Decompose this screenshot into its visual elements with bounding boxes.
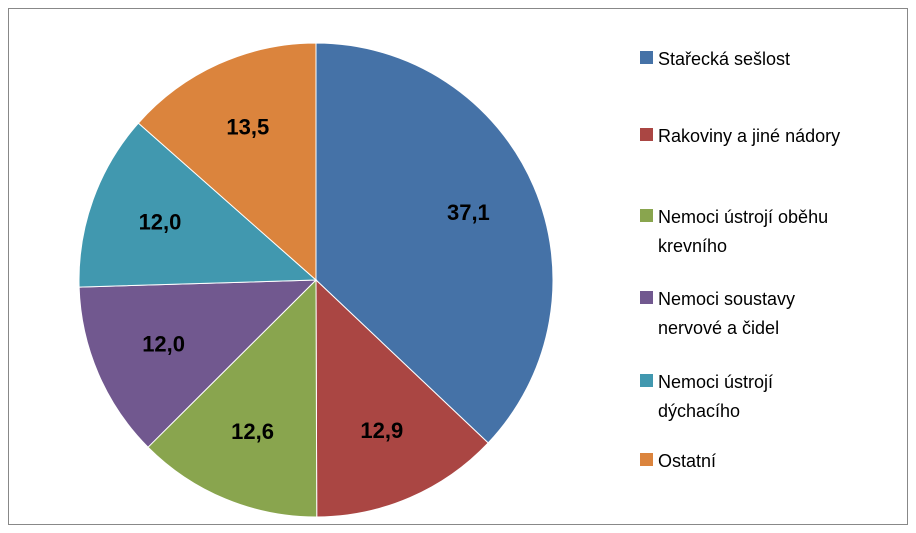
data-label: 12,9 xyxy=(360,418,403,443)
data-label: 37,1 xyxy=(447,200,490,225)
pie-slice xyxy=(78,279,318,448)
legend-item: Nemoci ústrojí dýchacího xyxy=(640,368,900,426)
data-label: 12,6 xyxy=(231,419,274,444)
data-label: 13,5 xyxy=(226,115,269,140)
legend-item: Stařecká sešlost xyxy=(640,45,900,74)
legend-item: Nemoci soustavy nervové a čidel xyxy=(640,285,900,343)
legend-label: Stařecká sešlost xyxy=(658,49,791,69)
pie-slice xyxy=(137,42,317,282)
frame xyxy=(8,8,908,525)
data-label: 12,0 xyxy=(142,331,185,356)
pie-slice xyxy=(315,278,489,518)
legend-item: Rakoviny a jiné nádory xyxy=(640,122,900,151)
legend-label: Nemoci ústrojí dýchacího xyxy=(658,372,774,421)
legend-label: Nemoci soustavy nervové a čidel xyxy=(658,289,796,338)
legend-swatch xyxy=(640,453,653,466)
legend-item: Ostatní xyxy=(640,447,900,476)
pie-slice xyxy=(78,122,318,288)
pie-slice xyxy=(147,278,318,518)
legend-swatch xyxy=(640,51,653,64)
data-label: 12,0 xyxy=(139,209,182,234)
legend-swatch xyxy=(640,374,653,387)
legend-swatch xyxy=(640,128,653,141)
legend-label: Rakoviny a jiné nádory xyxy=(658,126,841,146)
legend-label: Ostatní xyxy=(658,451,717,471)
legend-swatch xyxy=(640,291,653,304)
legend-swatch xyxy=(640,209,653,222)
pie-slice xyxy=(315,42,554,444)
legend-item: Nemoci ústrojí oběhu krevního xyxy=(640,203,900,261)
legend-label: Nemoci ústrojí oběhu krevního xyxy=(658,207,829,256)
